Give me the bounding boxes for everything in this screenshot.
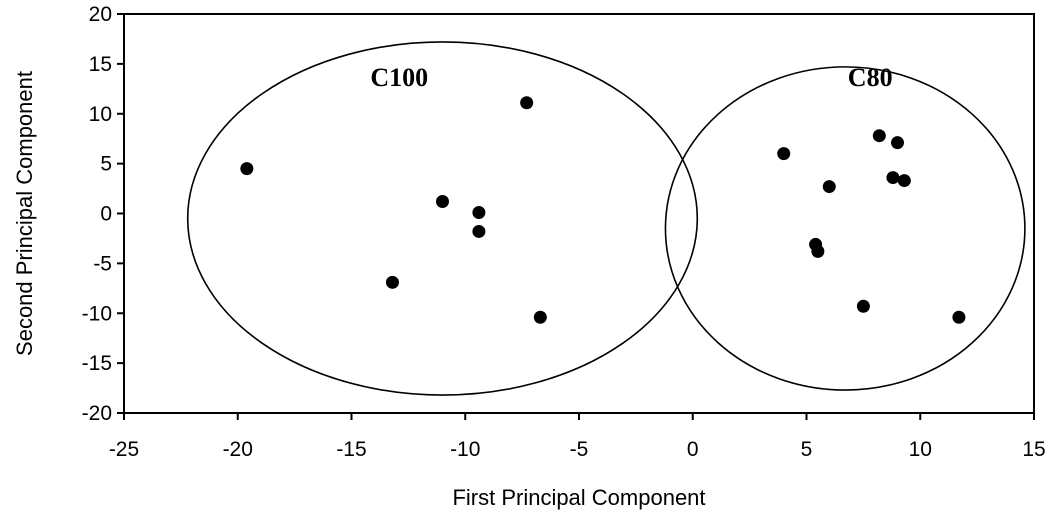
data-point bbox=[872, 129, 886, 143]
x-tick-label: -15 bbox=[336, 438, 366, 461]
data-point bbox=[472, 206, 486, 220]
y-tick-label: -10 bbox=[82, 302, 112, 325]
data-point bbox=[822, 180, 836, 194]
data-point bbox=[856, 299, 870, 313]
data-point bbox=[240, 162, 254, 176]
data-point bbox=[472, 224, 486, 238]
x-axis-ticks: -25 -20 -15 -10 -5 0 5 10 15 bbox=[109, 413, 1046, 461]
y-tick-label: -15 bbox=[82, 352, 112, 375]
y-tick-label: -20 bbox=[82, 402, 112, 425]
data-point bbox=[897, 174, 911, 188]
y-tick-label: 5 bbox=[100, 153, 112, 176]
data-point bbox=[952, 310, 966, 324]
y-tick-label: -5 bbox=[93, 252, 112, 275]
point-layer bbox=[240, 96, 966, 324]
y-axis-title: Second Principal Component bbox=[12, 71, 37, 356]
data-point bbox=[891, 136, 904, 150]
y-axis-ticks: 20 15 10 5 0 -5 -10 -15 -20 bbox=[82, 3, 124, 425]
x-tick-label: -25 bbox=[109, 438, 139, 461]
data-point bbox=[385, 275, 399, 289]
x-tick-label: 0 bbox=[687, 438, 699, 461]
x-axis-title: First Principal Component bbox=[452, 485, 705, 510]
x-tick-label: -10 bbox=[450, 438, 480, 461]
x-tick-label: 15 bbox=[1022, 438, 1045, 461]
group-ellipse-c100 bbox=[186, 41, 699, 396]
x-tick-label: 5 bbox=[801, 438, 813, 461]
group-ellipse-c80 bbox=[664, 66, 1026, 391]
data-point bbox=[811, 244, 825, 258]
y-tick-label: 15 bbox=[89, 53, 112, 76]
y-tick-label: 0 bbox=[100, 203, 112, 226]
data-point bbox=[886, 171, 900, 185]
data-point bbox=[777, 147, 791, 161]
x-tick-label: -5 bbox=[570, 438, 589, 461]
data-point bbox=[436, 195, 449, 209]
data-point bbox=[533, 310, 547, 324]
x-tick-label: 10 bbox=[909, 438, 932, 461]
group-label-c80: C80 bbox=[848, 63, 893, 92]
group-layer: C100 C80 bbox=[186, 41, 1026, 396]
y-tick-label: 10 bbox=[89, 103, 112, 126]
y-tick-label: 20 bbox=[89, 3, 112, 26]
x-tick-label: -20 bbox=[223, 438, 253, 461]
group-label-c100: C100 bbox=[370, 63, 428, 92]
data-point bbox=[520, 96, 534, 110]
